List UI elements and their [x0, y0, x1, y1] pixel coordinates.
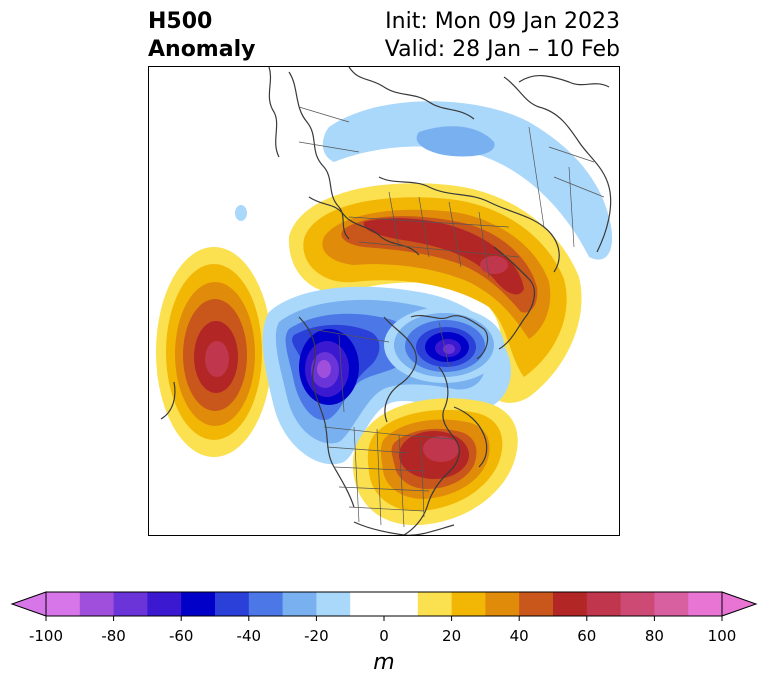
- anomaly-map-svg: [156, 67, 613, 535]
- colorbar-segment: [282, 592, 317, 616]
- colorbar-tick-label: -20: [304, 627, 329, 645]
- colorbar-segment: [654, 592, 689, 616]
- colorbar-segment: [519, 592, 554, 616]
- colorbar-tick-label: 20: [442, 627, 462, 645]
- colorbar-segment: [688, 592, 723, 616]
- colorbar-segment: [46, 592, 81, 616]
- colorbar-segment: [181, 592, 216, 616]
- colorbar-segment: [248, 592, 284, 616]
- positive-anomaly-pacific: [156, 247, 272, 457]
- title-line-1: H500: [148, 9, 213, 34]
- colorbar: [10, 591, 758, 621]
- map-title: H500 Anomaly: [148, 8, 255, 64]
- colorbar-segment: [553, 592, 588, 616]
- colorbar-segment: [451, 592, 486, 616]
- negative-anomaly-arctic: [235, 101, 613, 260]
- colorbar-tick-label: 0: [379, 627, 389, 645]
- colorbar-tick-label: -60: [168, 627, 194, 645]
- colorbar-segment: [79, 592, 115, 616]
- colorbar-tick-label: -40: [236, 627, 262, 645]
- colorbar-tick-label: 100: [707, 627, 737, 645]
- colorbar-segment: [485, 592, 520, 616]
- colorbar-segment: [215, 592, 250, 616]
- title-line-2: Anomaly: [148, 37, 256, 62]
- political-borders: [298, 106, 605, 528]
- coastlines: [160, 67, 612, 535]
- valid-period: Valid: 28 Jan – 10 Feb: [384, 37, 620, 62]
- colorbar-segment: [113, 592, 148, 616]
- colorbar-segment: [417, 592, 453, 616]
- colorbar-tick-label: 80: [644, 627, 664, 645]
- colorbar-tick-label: 60: [577, 627, 597, 645]
- positive-anomaly-ridge: [288, 183, 582, 403]
- colorbar-extend-max: [721, 591, 758, 617]
- colorbar-units: m: [373, 650, 395, 675]
- colorbar-tick-label: -80: [101, 627, 126, 645]
- colorbar-segment: [316, 592, 351, 616]
- colorbar-tick-label: 40: [509, 627, 529, 645]
- colorbar-segment: [350, 592, 419, 616]
- run-info: Init: Mon 09 Jan 2023 Valid: 28 Jan – 10…: [385, 8, 620, 64]
- init-time: Init: Mon 09 Jan 2023: [385, 9, 620, 34]
- colorbar-extend-min: [10, 591, 47, 617]
- colorbar-segment: [620, 592, 655, 616]
- positive-anomaly-eastern-us: [352, 398, 518, 526]
- colorbar-tick-label: -100: [28, 627, 64, 645]
- colorbar-segment: [586, 592, 622, 616]
- colorbar-segment: [147, 592, 182, 616]
- anomaly-map: [148, 66, 620, 536]
